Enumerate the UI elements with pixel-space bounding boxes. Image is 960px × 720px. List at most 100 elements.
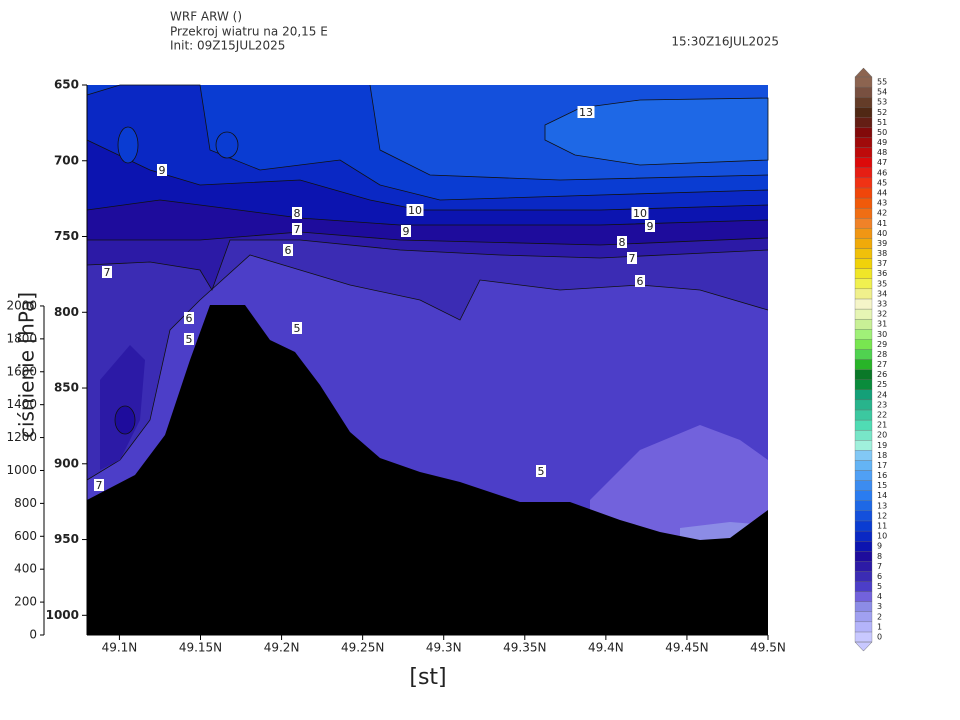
contour-line [87, 231, 769, 246]
contour-label-bg [292, 322, 302, 334]
colorbar-label: 29 [877, 340, 887, 349]
x-tick-label: 49.45N [665, 641, 708, 655]
colorbar-cell [854, 147, 873, 158]
colorbar-cell [854, 298, 873, 310]
colorbar-label: 41 [877, 219, 887, 228]
y2-tick-label: 1600 [6, 364, 37, 378]
contour-line [86, 254, 769, 481]
colorbar-cell [854, 76, 873, 88]
colorbar-label: 19 [877, 441, 887, 450]
colorbar-label: 18 [877, 451, 887, 460]
colorbar-label: 33 [877, 300, 887, 309]
colorbar-cell [854, 96, 873, 108]
y2-tick-label: 200 [14, 595, 37, 609]
contour-label: 7 [104, 266, 111, 279]
colorbar-label: 49 [877, 138, 887, 147]
x-tick-label: 49.1N [102, 641, 138, 655]
colorbar-label: 0 [877, 633, 882, 642]
contour-line [86, 239, 769, 291]
colorbar-cell [854, 520, 873, 532]
colorbar-label: 53 [877, 98, 887, 107]
colorbar-label: 30 [877, 330, 887, 339]
contour-label: 5 [186, 333, 193, 346]
contour-label: 7 [629, 252, 636, 265]
colorbar-cell [854, 460, 873, 471]
colorbar-cell [854, 248, 873, 259]
colorbar-label: 46 [877, 168, 887, 177]
colorbar-cell [854, 530, 873, 542]
contour-label: 8 [619, 236, 626, 249]
colorbar-label: 54 [877, 88, 887, 97]
contour-label: 9 [159, 164, 166, 177]
colorbar-label: 23 [877, 400, 887, 409]
colorbar-cell [854, 621, 873, 633]
contour-label: 6 [186, 312, 193, 325]
colorbar-cell [854, 127, 873, 138]
y2-tick-label: 600 [14, 529, 37, 543]
colorbar-cell [854, 500, 873, 512]
y2-tick-label: 800 [14, 496, 37, 510]
colorbar-cell [854, 197, 873, 209]
colorbar-label: 32 [877, 310, 887, 319]
colorbar-label: 16 [877, 471, 887, 480]
colorbar-cell [854, 268, 873, 279]
colorbar-label: 5 [877, 582, 882, 591]
init-label: Init: 09Z15JUL2025 [170, 39, 285, 53]
colorbar-label: 11 [877, 522, 887, 531]
colorbar-label: 24 [877, 390, 887, 399]
colorbar-cell [854, 107, 873, 118]
x-tick-label: 49.25N [341, 641, 384, 655]
colorbar-cell [854, 329, 873, 340]
colorbar-cell [854, 571, 873, 582]
contour-label-bg [627, 252, 637, 264]
colorbar-label: 52 [877, 108, 887, 117]
y-axis-label: ciśnienie [hPa] [15, 292, 39, 438]
colorbar-cell [854, 419, 873, 431]
contour-label-bg [292, 223, 302, 235]
y-tick-label: 850 [54, 381, 79, 395]
y2-tick-label: 2000 [6, 298, 37, 312]
colorbar-label: 22 [877, 411, 887, 420]
colorbar-cell [854, 369, 873, 380]
colorbar-cell [854, 308, 873, 320]
colorbar-label: 17 [877, 461, 887, 470]
colorbar-label: 15 [877, 481, 887, 490]
y2-tick-label: 0 [29, 628, 37, 642]
contour-line [369, 84, 769, 181]
colorbar-arrow-bottom [854, 641, 873, 652]
colorbar-label: 7 [877, 562, 882, 571]
colorbar-cell [854, 490, 873, 501]
chart-title: Przekroj wiatru na 20,15 E [170, 25, 328, 39]
colorbar-cell [854, 470, 873, 481]
colorbar-cell [854, 238, 873, 249]
colorbar-cell [854, 218, 873, 229]
colorbar-cell [854, 551, 873, 562]
colorbar-cell [854, 440, 873, 451]
colorbar-label: 47 [877, 158, 887, 167]
band [544, 97, 769, 166]
colorbar-cell [854, 631, 873, 643]
colorbar-label: 9 [877, 542, 882, 551]
colorbar-cell [854, 318, 873, 330]
colorbar-cell [854, 187, 873, 199]
colorbar-label: 12 [877, 511, 887, 520]
colorbar-cell [854, 561, 873, 572]
band [117, 126, 139, 164]
colorbar-label: 38 [877, 249, 887, 258]
colorbar-cell [854, 339, 873, 350]
colorbar-cell [854, 389, 873, 401]
colorbar-cell [854, 278, 873, 290]
colorbar-cell [854, 228, 873, 239]
x-tick-label: 49.5N [750, 641, 786, 655]
contour-label-bg [635, 275, 645, 287]
contour-label-bg [102, 266, 112, 278]
colorbar-cell [854, 399, 873, 411]
contour-label-bg [283, 244, 293, 256]
colorbar-cell [854, 359, 873, 370]
colorbar-cell [854, 540, 873, 552]
colorbar-label: 36 [877, 269, 887, 278]
terrain [87, 305, 768, 635]
colorbar-cell [854, 429, 873, 441]
colorbar-label: 55 [877, 78, 887, 87]
